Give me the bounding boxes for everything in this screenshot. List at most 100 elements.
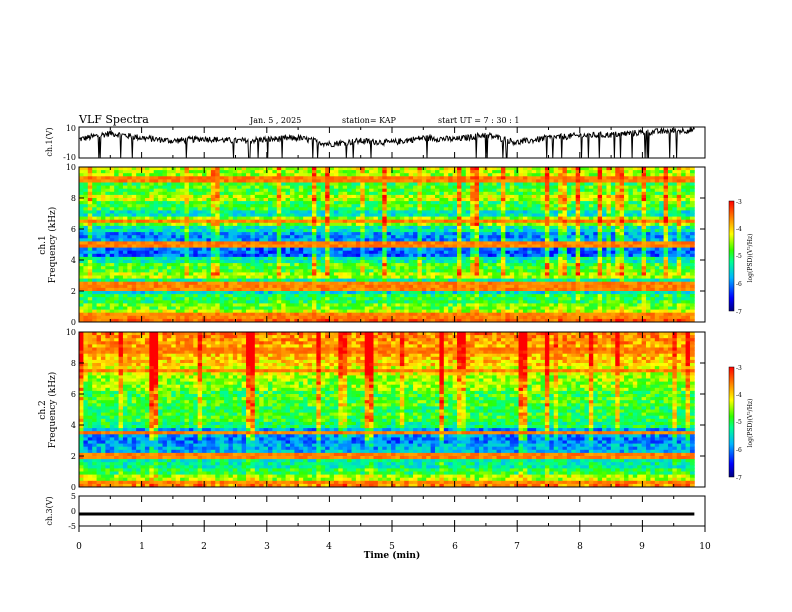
spectrogram-cell bbox=[518, 204, 524, 208]
spectrogram-cell bbox=[584, 173, 590, 177]
spectrogram-cell bbox=[452, 269, 458, 273]
spectrogram-cell bbox=[105, 179, 111, 183]
spectrogram-cell bbox=[474, 263, 480, 267]
spectrogram-cell bbox=[540, 213, 546, 217]
spectrogram-cell bbox=[685, 244, 691, 248]
spectrogram-cell bbox=[96, 275, 102, 279]
spectrogram-cell bbox=[215, 247, 221, 252]
spectrogram-cell bbox=[500, 250, 506, 255]
spectrogram-cell bbox=[602, 229, 607, 233]
spectrogram-cell bbox=[602, 263, 607, 267]
spectrogram-cell bbox=[399, 198, 405, 202]
spectrogram-cell bbox=[294, 188, 300, 193]
spectrogram-cell bbox=[487, 269, 493, 273]
spectrogram-cell bbox=[333, 185, 339, 190]
spectrogram-cell bbox=[641, 238, 647, 242]
spectrogram-cell bbox=[109, 253, 115, 258]
spectrogram-cell bbox=[140, 194, 146, 199]
spectrogram-cell bbox=[421, 238, 427, 242]
spectrogram-cell bbox=[672, 253, 678, 258]
spectrogram-cell bbox=[303, 241, 308, 245]
spectrogram-cell bbox=[369, 182, 374, 186]
spectrogram-cell bbox=[333, 222, 339, 227]
spectrogram-cell bbox=[276, 229, 282, 233]
spectrogram-cell bbox=[325, 225, 330, 230]
spectrogram-cell bbox=[325, 194, 330, 199]
spectrogram-cell bbox=[421, 263, 427, 267]
spectrogram-cell bbox=[311, 250, 317, 255]
spectrogram-cell bbox=[413, 222, 418, 227]
spectrogram-cell bbox=[158, 238, 163, 242]
spectrogram-cell bbox=[250, 204, 256, 208]
spectrogram-cell bbox=[382, 250, 388, 255]
spectrogram-cell bbox=[144, 260, 150, 264]
spectrogram-cell bbox=[188, 247, 194, 252]
spectrogram-cell bbox=[435, 244, 440, 248]
spectrogram-cell bbox=[672, 182, 678, 186]
spectrogram-cell bbox=[408, 238, 414, 242]
spectrogram-cell bbox=[681, 250, 686, 255]
spectrogram-cell bbox=[474, 188, 480, 193]
spectrogram-cell bbox=[553, 219, 559, 224]
spectrogram-cell bbox=[602, 269, 607, 273]
spectrogram-cell bbox=[118, 225, 124, 230]
spectrogram-cell bbox=[175, 216, 181, 221]
spectrogram-cell bbox=[421, 256, 427, 261]
spectrogram-cell bbox=[575, 173, 581, 177]
spectrogram-cell bbox=[351, 170, 357, 174]
spectrogram-cell bbox=[184, 225, 190, 230]
spectrogram-cell bbox=[553, 179, 559, 183]
spectrogram-cell bbox=[382, 247, 388, 252]
spectrogram-cell bbox=[237, 210, 243, 214]
spectrogram-cell bbox=[219, 167, 225, 171]
spectrogram-cell bbox=[417, 216, 423, 221]
spectrogram-cell bbox=[329, 198, 335, 202]
spectrogram-cell bbox=[672, 194, 678, 199]
spectrogram-cell bbox=[408, 244, 414, 248]
spectrogram-cell bbox=[580, 238, 585, 242]
spectrogram-cell bbox=[624, 256, 629, 261]
spectrogram-cell bbox=[676, 229, 682, 233]
spectrogram-cell bbox=[289, 256, 295, 261]
spectrogram-cell bbox=[149, 253, 155, 258]
spectrogram-cell bbox=[193, 222, 199, 227]
spectrogram-cell bbox=[79, 216, 84, 221]
spectrogram-cell bbox=[452, 201, 458, 205]
spectrogram-cell bbox=[443, 247, 449, 252]
spectrogram-cell bbox=[395, 269, 401, 273]
spectrogram-cell bbox=[382, 194, 388, 199]
spectrogram-cell bbox=[153, 260, 159, 264]
spectrogram-cell bbox=[369, 207, 374, 211]
spectrogram-cell bbox=[663, 222, 669, 227]
spectrogram-cell bbox=[478, 210, 484, 214]
spectrogram-cell bbox=[96, 225, 102, 230]
spectrogram-cell bbox=[276, 191, 282, 196]
spectrogram-cell bbox=[452, 235, 458, 239]
spectrogram-cell bbox=[470, 225, 475, 230]
spectrogram-cell bbox=[588, 222, 594, 227]
spectrogram-cell bbox=[96, 235, 102, 239]
spectrogram-cell bbox=[426, 170, 432, 174]
spectrogram-cell bbox=[118, 232, 124, 236]
spectrogram-cell bbox=[461, 213, 467, 217]
spectrogram-cell bbox=[505, 207, 511, 211]
spectrogram-cell bbox=[294, 170, 300, 174]
spectrogram-cell bbox=[118, 170, 124, 174]
spectrogram-cell bbox=[83, 167, 89, 171]
spectrogram-cell bbox=[448, 247, 454, 252]
spectrogram-cell bbox=[188, 179, 194, 183]
spectrogram-cell bbox=[272, 210, 278, 214]
spectrogram-cell bbox=[307, 198, 313, 202]
spectrogram-cell bbox=[105, 263, 111, 267]
spectrogram-cell bbox=[681, 182, 686, 186]
spectrogram-cell bbox=[575, 250, 581, 255]
spectrogram-cell bbox=[100, 263, 106, 267]
spectrogram-cell bbox=[566, 272, 572, 276]
spectrogram-cell bbox=[228, 167, 234, 171]
spectrogram-cell bbox=[522, 188, 528, 193]
spectrogram-cell bbox=[667, 256, 673, 261]
spectrogram-cell bbox=[562, 173, 568, 177]
spectrogram-cell bbox=[650, 173, 656, 177]
spectrogram-cell bbox=[474, 204, 480, 208]
spectrogram-cell bbox=[391, 173, 396, 177]
